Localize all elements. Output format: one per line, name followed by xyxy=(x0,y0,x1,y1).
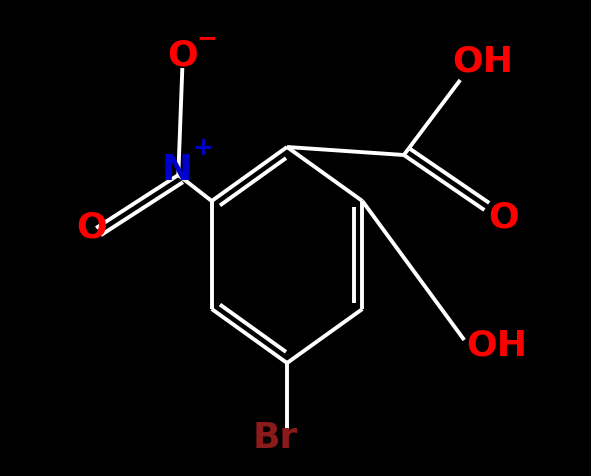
Text: O: O xyxy=(488,201,519,235)
Text: N: N xyxy=(161,153,192,187)
Text: OH: OH xyxy=(467,328,528,362)
Text: +: + xyxy=(192,136,213,160)
Text: OH: OH xyxy=(452,45,513,79)
Text: O: O xyxy=(167,38,198,72)
Text: Br: Br xyxy=(252,421,298,455)
Text: O: O xyxy=(76,211,107,245)
Text: −: − xyxy=(196,26,217,50)
